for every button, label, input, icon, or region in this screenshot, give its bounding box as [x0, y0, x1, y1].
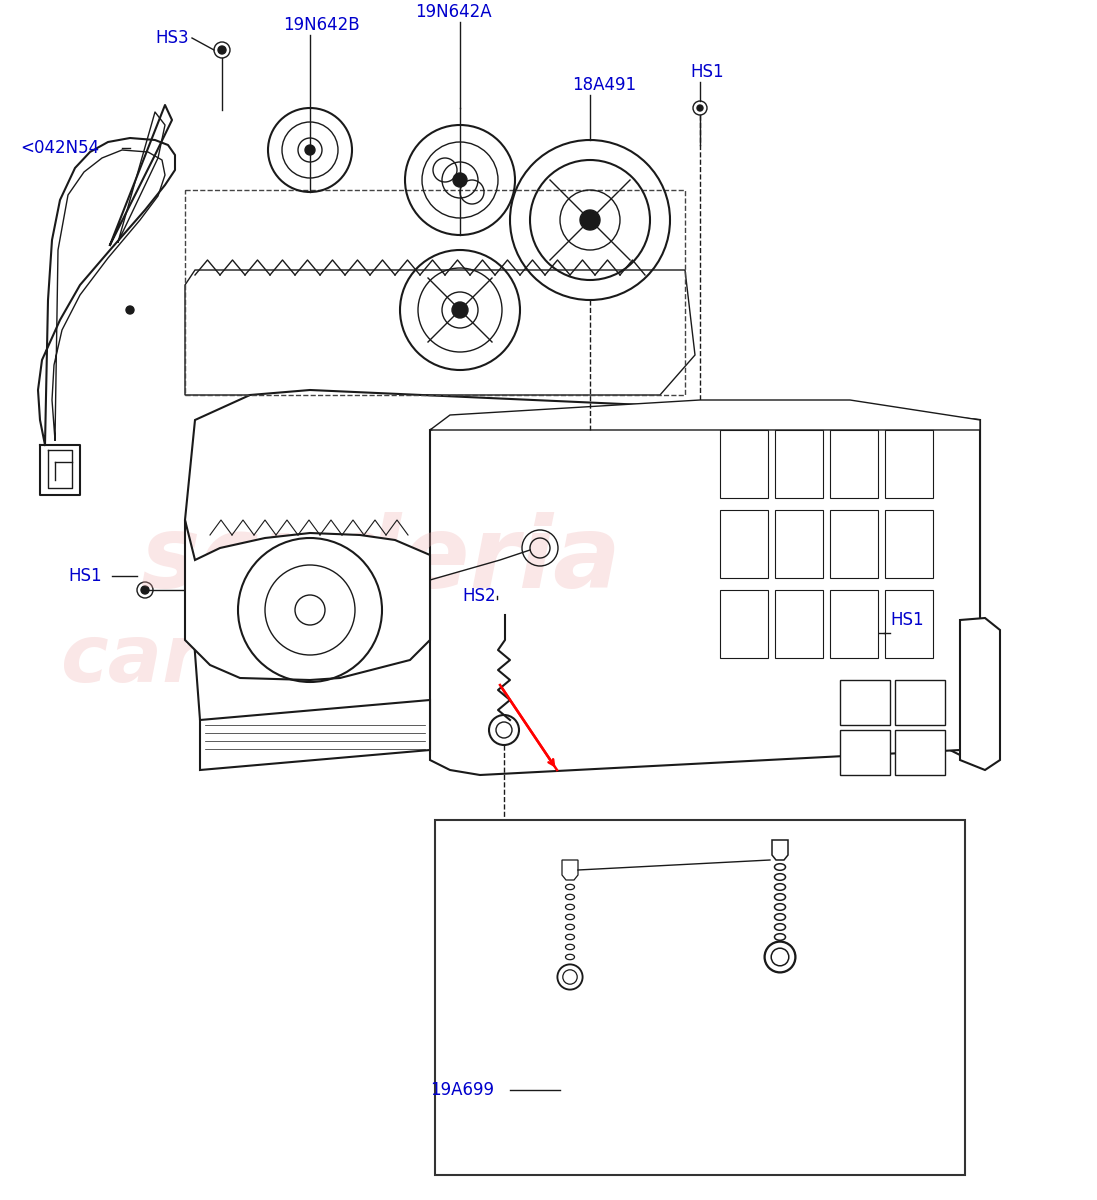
Text: 19A699: 19A699 — [430, 1081, 494, 1099]
Polygon shape — [562, 860, 578, 880]
Bar — [720, 590, 768, 658]
Polygon shape — [430, 418, 980, 775]
Circle shape — [580, 210, 600, 230]
Polygon shape — [200, 700, 430, 770]
Circle shape — [501, 602, 509, 611]
Circle shape — [874, 630, 880, 636]
Polygon shape — [185, 520, 430, 680]
Bar — [185, 190, 685, 395]
Polygon shape — [185, 390, 980, 760]
Bar — [830, 430, 878, 498]
Text: HS3: HS3 — [155, 29, 189, 47]
Bar — [720, 510, 768, 578]
Polygon shape — [185, 270, 695, 395]
Circle shape — [305, 145, 315, 155]
Bar — [885, 590, 934, 658]
Text: <042N54: <042N54 — [20, 139, 99, 157]
Circle shape — [453, 173, 467, 187]
Bar — [895, 680, 945, 725]
Text: 19N642A: 19N642A — [415, 2, 491, 20]
Bar — [840, 730, 890, 775]
Bar — [830, 590, 878, 658]
Text: 19N642B: 19N642B — [283, 16, 360, 34]
Circle shape — [126, 306, 134, 314]
Polygon shape — [960, 618, 1000, 770]
Text: HS1: HS1 — [890, 611, 924, 629]
Bar — [885, 510, 934, 578]
Bar — [830, 510, 878, 578]
Circle shape — [697, 104, 703, 110]
Text: 18A491: 18A491 — [572, 76, 636, 94]
Bar — [774, 430, 823, 498]
Circle shape — [218, 46, 226, 54]
Polygon shape — [430, 400, 980, 430]
Text: scuderia: scuderia — [140, 511, 621, 608]
Bar — [895, 730, 945, 775]
Text: HS1: HS1 — [690, 62, 724, 80]
Bar — [840, 680, 890, 725]
Text: HS1: HS1 — [68, 566, 102, 584]
Bar — [436, 820, 965, 1175]
Text: car: car — [60, 622, 202, 698]
Bar — [774, 590, 823, 658]
Circle shape — [142, 586, 149, 594]
Bar — [774, 510, 823, 578]
Text: HS2: HS2 — [462, 587, 496, 605]
Bar — [720, 430, 768, 498]
Circle shape — [452, 302, 468, 318]
Bar — [885, 430, 934, 498]
Polygon shape — [772, 840, 788, 860]
